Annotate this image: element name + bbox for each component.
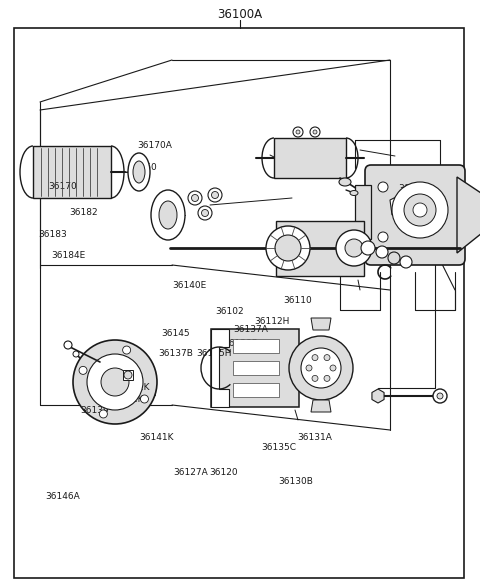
Circle shape [312, 376, 318, 382]
Circle shape [99, 410, 108, 418]
Circle shape [73, 340, 157, 424]
Text: 36135C: 36135C [262, 443, 297, 453]
Circle shape [392, 182, 448, 238]
Text: 36141K: 36141K [115, 383, 150, 392]
Circle shape [376, 246, 388, 258]
Text: 36145: 36145 [161, 329, 190, 338]
Circle shape [378, 182, 388, 192]
Circle shape [293, 127, 303, 137]
Circle shape [324, 355, 330, 360]
Circle shape [208, 188, 222, 202]
Text: 36141K: 36141K [139, 433, 174, 442]
Text: 36184E: 36184E [51, 251, 85, 260]
Polygon shape [211, 329, 229, 407]
Bar [33, 146, 111, 198]
Polygon shape [390, 195, 415, 228]
Polygon shape [355, 185, 371, 239]
Circle shape [188, 191, 202, 205]
Circle shape [266, 226, 310, 270]
Circle shape [301, 348, 341, 388]
Text: 36100A: 36100A [217, 8, 263, 21]
Circle shape [433, 389, 447, 403]
Text: 36120: 36120 [209, 468, 238, 477]
Circle shape [312, 355, 318, 360]
Circle shape [198, 206, 212, 220]
Circle shape [336, 230, 372, 266]
Text: 36170: 36170 [48, 182, 77, 191]
Circle shape [361, 241, 375, 255]
Polygon shape [311, 318, 331, 330]
Text: 36102: 36102 [215, 306, 244, 316]
Bar [233, 339, 279, 353]
Ellipse shape [339, 178, 351, 186]
Ellipse shape [151, 190, 185, 240]
Circle shape [79, 366, 87, 375]
Circle shape [101, 368, 129, 396]
Text: 36211
1140HN: 36211 1140HN [398, 184, 435, 204]
Text: 36127A: 36127A [173, 468, 207, 477]
Bar [233, 383, 279, 397]
Circle shape [310, 127, 320, 137]
Circle shape [400, 256, 412, 268]
Text: 36170A: 36170A [137, 141, 172, 150]
Text: 36183: 36183 [38, 230, 67, 239]
Bar [274, 138, 346, 178]
Circle shape [306, 365, 312, 371]
Text: 36150: 36150 [128, 163, 157, 173]
Text: 36140E: 36140E [172, 281, 206, 291]
Polygon shape [457, 177, 480, 253]
Ellipse shape [128, 153, 150, 191]
Circle shape [124, 371, 132, 379]
Text: 36182: 36182 [70, 208, 98, 217]
Circle shape [202, 210, 208, 217]
Text: 36137A: 36137A [233, 325, 268, 335]
Circle shape [73, 351, 79, 357]
Text: 36139: 36139 [81, 406, 109, 416]
Circle shape [437, 393, 443, 399]
Bar [123, 370, 133, 380]
Circle shape [122, 346, 131, 354]
Bar [276, 221, 364, 276]
Ellipse shape [133, 161, 145, 183]
Bar [233, 361, 279, 375]
Circle shape [313, 130, 317, 134]
Circle shape [87, 354, 143, 410]
Circle shape [289, 336, 353, 400]
Circle shape [404, 194, 436, 226]
Text: 36146A: 36146A [46, 491, 80, 501]
Text: 36137B: 36137B [158, 349, 193, 358]
Polygon shape [372, 389, 384, 403]
Circle shape [212, 191, 218, 198]
Circle shape [296, 130, 300, 134]
Ellipse shape [159, 201, 177, 229]
Circle shape [141, 395, 148, 403]
Circle shape [192, 194, 199, 201]
Text: 36112H: 36112H [254, 316, 290, 326]
Polygon shape [311, 400, 331, 412]
Text: 36141K: 36141K [109, 395, 144, 404]
FancyBboxPatch shape [365, 165, 465, 265]
Circle shape [324, 376, 330, 382]
Ellipse shape [350, 191, 358, 195]
Text: 36131A: 36131A [298, 433, 333, 442]
Bar [211, 329, 299, 407]
Text: 36110: 36110 [283, 296, 312, 305]
Circle shape [388, 252, 400, 264]
Circle shape [275, 235, 301, 261]
Text: 36130B: 36130B [278, 477, 313, 486]
Text: 36155H: 36155H [196, 349, 231, 358]
Circle shape [378, 232, 388, 242]
Circle shape [345, 239, 363, 257]
Text: 36138B: 36138B [223, 339, 258, 348]
Circle shape [413, 203, 427, 217]
Circle shape [330, 365, 336, 371]
Circle shape [64, 341, 72, 349]
